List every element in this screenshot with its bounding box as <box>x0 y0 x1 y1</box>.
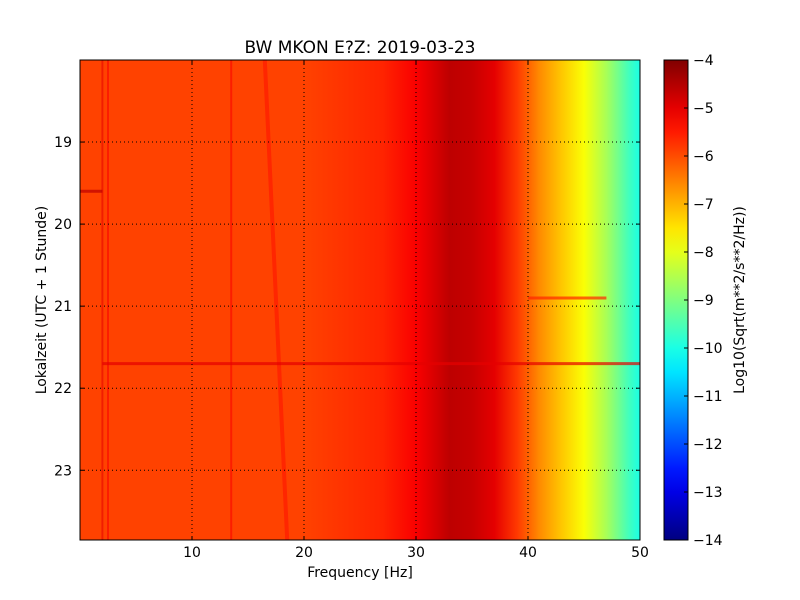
colorbar-label: Log10(Sqrt(m**2/s**2/Hz)) <box>732 206 748 394</box>
colorbar-tick-label: −4 <box>693 53 714 69</box>
grid-lines <box>80 60 640 540</box>
diagonal-band-feature <box>262 60 290 540</box>
x-tick-label: 40 <box>519 545 537 561</box>
x-tick-label: 20 <box>295 545 313 561</box>
y-tick-label: 19 <box>54 135 72 151</box>
chart-title: BW MKON E?Z: 2019-03-23 <box>245 38 476 58</box>
colorbar-tick-label: −14 <box>693 533 723 549</box>
x-tick-label: 50 <box>631 545 649 561</box>
colorbar-tick-label: −5 <box>693 101 714 117</box>
x-axis: 10 20 30 40 50 <box>183 60 649 561</box>
y-axis-label: Lokalzeit (UTC + 1 Stunde) <box>34 206 50 395</box>
spectrogram-heatmap <box>80 60 640 540</box>
colorbar-tick-label: −6 <box>693 149 714 165</box>
colorbar-tick-label: −8 <box>693 245 714 261</box>
colorbar-tick-label: −7 <box>693 197 714 213</box>
colorbar-tick-label: −11 <box>693 389 723 405</box>
colorbar-tick-label: −13 <box>693 485 723 501</box>
y-tick-label: 21 <box>54 299 72 315</box>
colorbar-tick-label: −9 <box>693 293 714 309</box>
x-tick-label: 10 <box>183 545 201 561</box>
x-axis-label: Frequency [Hz] <box>307 565 413 581</box>
x-tick-label: 30 <box>407 545 425 561</box>
heatmap-background <box>80 60 640 540</box>
y-axis: 19 20 21 22 23 <box>54 135 640 479</box>
colorbar-tick-label: −10 <box>693 341 723 357</box>
y-tick-label: 23 <box>54 463 72 479</box>
y-tick-label: 20 <box>54 217 72 233</box>
y-tick-label: 22 <box>54 381 72 397</box>
colorbar-tick-label: −12 <box>693 437 723 453</box>
colorbar: −4 −5 −6 −7 −8 −9 −10 −11 −12 −13 −14 <box>663 53 723 549</box>
plot-frame <box>79 59 641 541</box>
